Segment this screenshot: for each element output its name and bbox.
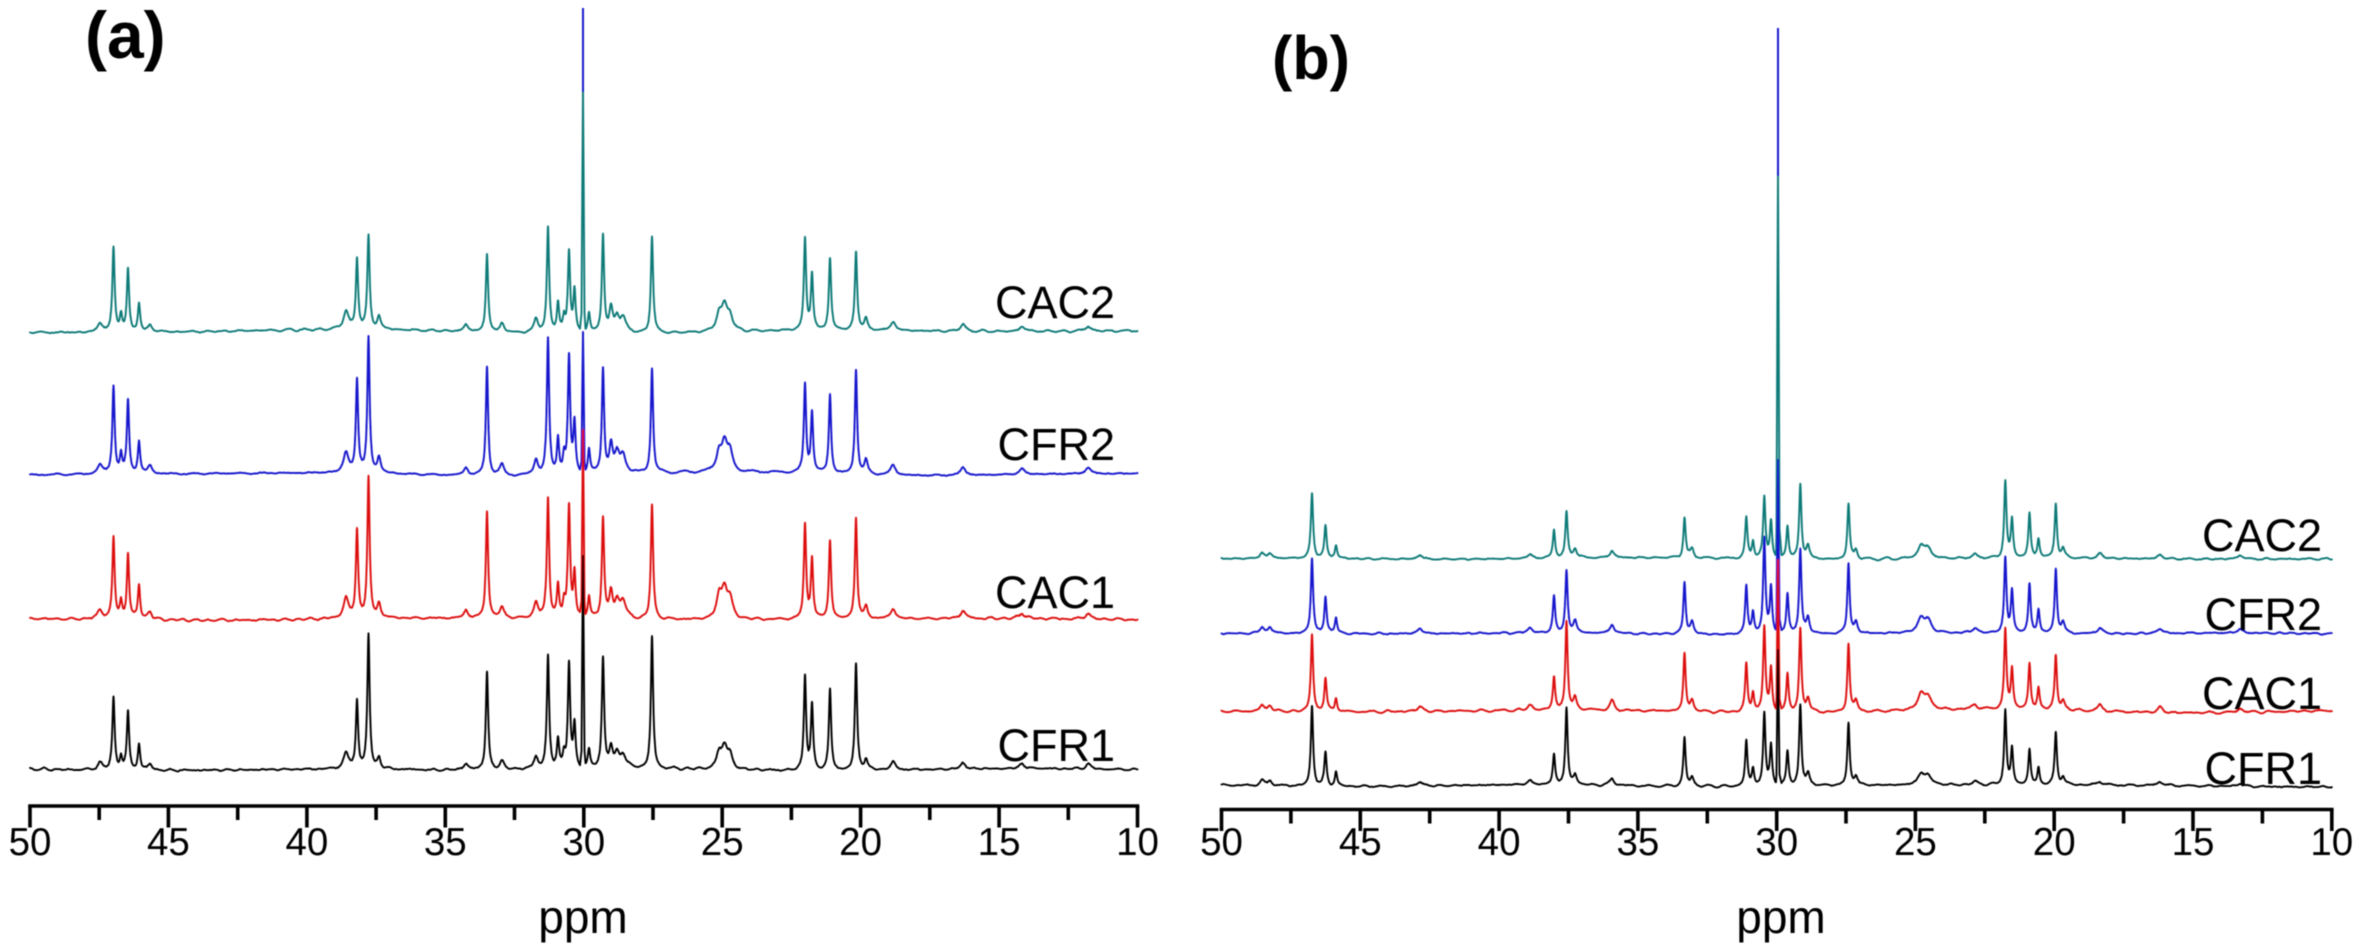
svg-text:50: 50 [1200,821,1243,864]
svg-text:25: 25 [701,821,744,864]
svg-text:10: 10 [1116,821,1159,864]
svg-text:45: 45 [147,821,190,864]
svg-text:30: 30 [562,821,605,864]
svg-text:CFR1: CFR1 [2204,743,2322,794]
svg-text:CAC1: CAC1 [995,567,1115,618]
svg-text:40: 40 [285,821,328,864]
svg-text:15: 15 [978,821,1021,864]
svg-text:25: 25 [1894,821,1937,864]
svg-text:(b): (b) [1272,24,1350,92]
svg-text:35: 35 [424,821,467,864]
svg-text:20: 20 [2033,821,2076,864]
svg-text:CAC2: CAC2 [995,277,1115,328]
svg-text:30: 30 [1755,821,1798,864]
svg-text:CFR1: CFR1 [997,720,1115,771]
svg-text:CAC1: CAC1 [2202,668,2322,719]
svg-text:CFR2: CFR2 [2204,589,2322,640]
svg-text:50: 50 [9,821,52,864]
svg-text:10: 10 [2310,821,2353,864]
svg-text:(a): (a) [85,0,166,72]
svg-text:45: 45 [1339,821,1382,864]
svg-text:40: 40 [1478,821,1521,864]
svg-text:15: 15 [2172,821,2215,864]
svg-text:ppm: ppm [538,891,627,943]
svg-text:ppm: ppm [1736,891,1825,943]
svg-text:20: 20 [839,821,882,864]
svg-text:CAC2: CAC2 [2202,510,2322,561]
svg-text:CFR2: CFR2 [997,419,1115,470]
svg-text:35: 35 [1616,821,1659,864]
